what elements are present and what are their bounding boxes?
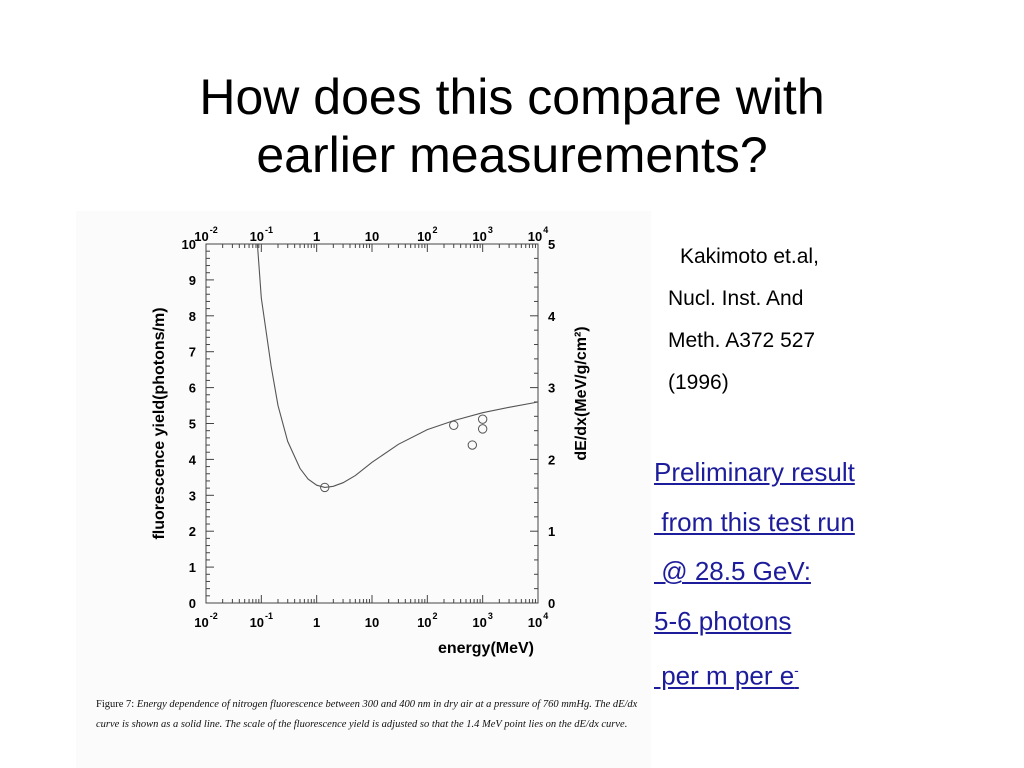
y2-tick-label: 4 xyxy=(548,309,556,324)
y-tick-label: 9 xyxy=(189,273,196,288)
electron-charge-superscript: - xyxy=(794,662,799,678)
citation-line-1: Kakimoto et.al, xyxy=(680,245,819,268)
y-tick-label: 7 xyxy=(189,345,196,360)
y-tick-label: 1 xyxy=(189,560,196,575)
dedx-curve xyxy=(256,243,539,488)
citation-line-4: (1996) xyxy=(668,371,729,394)
y-tick-label: 10 xyxy=(182,237,196,252)
y-axis-label: fluorescence yield(photons/m) xyxy=(151,307,168,539)
citation: Kakimoto et.al, Nucl. Inst. And Meth. A3… xyxy=(668,236,898,404)
preliminary-result-links: Preliminary result from this test run @ … xyxy=(654,448,934,701)
y-tick-label: 5 xyxy=(189,417,196,432)
x-tick-label: 102 xyxy=(417,611,437,630)
slide-title: How does this compare with earlier measu… xyxy=(0,68,1024,184)
x-tick-label: 10-2 xyxy=(194,611,217,630)
y-tick-label: 2 xyxy=(189,524,196,539)
data-point xyxy=(477,424,488,434)
y2-tick-label: 3 xyxy=(548,381,555,396)
data-point xyxy=(467,440,478,450)
x-tick-label: 10 xyxy=(365,615,379,630)
y-tick-label: 3 xyxy=(189,488,196,503)
y2-tick-label: 1 xyxy=(548,524,555,539)
y-tick-label: 0 xyxy=(189,596,196,611)
x-tick-label-top: 104 xyxy=(528,225,548,244)
x-tick-label: 10-1 xyxy=(250,611,273,630)
x-tick-label: 104 xyxy=(528,611,548,630)
figure-caption: Figure 7: Energy dependence of nitrogen … xyxy=(96,695,641,735)
plot-frame xyxy=(205,243,539,604)
link-preliminary-result[interactable]: Preliminary result xyxy=(654,457,855,487)
y2-tick-label: 5 xyxy=(548,237,555,252)
x-tick-label-top: 10-2 xyxy=(194,225,217,244)
y-tick-label: 8 xyxy=(189,309,196,324)
x-axis-label: energy(MeV) xyxy=(438,640,534,657)
x-tick-label-top: 10-1 xyxy=(250,225,273,244)
x-tick-label-top: 1 xyxy=(313,229,320,244)
data-point xyxy=(320,482,330,493)
x-tick-label: 1 xyxy=(313,615,320,630)
data-point xyxy=(477,414,488,424)
link-5-6-photons[interactable]: 5-6 photons xyxy=(654,605,792,636)
data-point xyxy=(449,420,459,430)
x-tick-label: 103 xyxy=(472,611,492,630)
x-tick-label-top: 10 xyxy=(365,229,379,244)
y2-tick-label: 0 xyxy=(548,596,555,611)
y2-axis-label: dE/dx(MeV/g/cm²) xyxy=(573,326,590,460)
link-at-28-5-gev[interactable]: @ 28.5 GeV: xyxy=(654,556,811,586)
fluorescence-chart: 10-210-210-110-1111010102102103103104104… xyxy=(151,225,590,657)
y-tick-label: 4 xyxy=(189,452,197,467)
x-tick-label-top: 102 xyxy=(417,225,437,244)
figure-caption-text: Energy dependence of nitrogen fluorescen… xyxy=(96,699,638,730)
slide-title-line-1: How does this compare with xyxy=(199,69,825,125)
link-per-m-per-e-text: per m per e xyxy=(654,660,795,691)
y-tick-label: 6 xyxy=(189,381,196,396)
figure-caption-label: Figure 7: xyxy=(96,699,135,710)
citation-line-2: Nucl. Inst. And xyxy=(668,287,804,310)
link-from-this-test-run[interactable]: from this test run xyxy=(654,506,855,537)
x-tick-label-top: 103 xyxy=(472,225,492,244)
link-per-m-per-e[interactable]: per m per e- xyxy=(654,646,934,701)
citation-line-3: Meth. A372 527 xyxy=(668,329,816,352)
y2-tick-label: 2 xyxy=(548,452,555,467)
slide-title-line-2: earlier measurements? xyxy=(256,127,768,183)
figure-panel: 10-2 10-2 10-1 10-1 1 1 10 10 102 102 103 103 104 104… xyxy=(76,211,651,768)
